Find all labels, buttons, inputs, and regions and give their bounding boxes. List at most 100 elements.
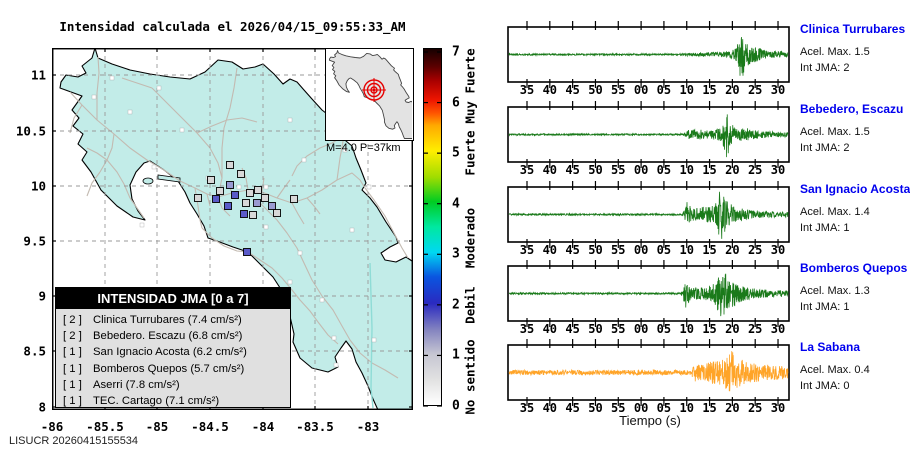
page-title: Intensidad calculada el 2026/04/15_09:55… bbox=[59, 19, 406, 34]
colorbar-category-label: Debil bbox=[462, 286, 478, 324]
intensity-map-plot bbox=[52, 48, 413, 410]
waveform-tick-label: 25 bbox=[747, 83, 763, 97]
road-line bbox=[201, 227, 339, 345]
colorbar-number: 6 bbox=[452, 95, 460, 111]
colorbar-category-label: Fuerte bbox=[462, 130, 478, 176]
station-name-label: La Sabana bbox=[800, 340, 861, 354]
x-axis-label: -84 bbox=[251, 419, 275, 434]
waveform-tick-label: 50 bbox=[588, 163, 603, 177]
int-jma-label: Int JMA: 2 bbox=[800, 142, 850, 154]
station-marker-none bbox=[236, 184, 242, 190]
waveform-tick-label: 15 bbox=[702, 83, 717, 97]
legend-station-label: Clinica Turrubares (7.4 cm/s²) bbox=[93, 314, 242, 326]
legend-intensity: [ 2 ] bbox=[63, 330, 82, 343]
waveform-tick-label: 20 bbox=[725, 401, 740, 415]
road-line bbox=[96, 56, 100, 120]
station-marker-low bbox=[237, 170, 245, 178]
legend-row: [ 1 ] San Ignacio Acosta (6.2 cm/s²) bbox=[63, 344, 290, 360]
int-jma-label: Int JMA: 2 bbox=[800, 62, 850, 74]
station-marker-mid bbox=[226, 181, 234, 189]
intensity-colorbar bbox=[423, 48, 442, 406]
waveform-tick-label: 05 bbox=[656, 163, 672, 177]
road-line bbox=[151, 87, 223, 198]
waveform-tick-label: 30 bbox=[770, 163, 786, 177]
waveform-tick-label: 20 bbox=[725, 83, 740, 97]
waveform-tick-label: 35 bbox=[519, 83, 535, 97]
station-marker-none bbox=[297, 250, 303, 256]
legend-station-label: San Ignacio Acosta (6.2 cm/s²) bbox=[93, 346, 247, 359]
waveform-tick-label: 00 bbox=[633, 83, 649, 97]
waveform-tick-label: 30 bbox=[770, 83, 786, 97]
waveform-tick-label: 10 bbox=[679, 163, 694, 177]
waveform-tick-label: 05 bbox=[656, 401, 672, 415]
waveform-tick-label: 35 bbox=[519, 163, 535, 177]
waveform-tick-label: 50 bbox=[588, 401, 603, 415]
waveform-panel: 35 40 45 50 55 00 05 10 15 20 25 30 Clinica Turrubar… bbox=[507, 20, 907, 102]
station-marker-none bbox=[91, 94, 97, 100]
station-marker-high bbox=[231, 191, 239, 199]
road-line bbox=[364, 187, 409, 259]
legend-station-label: TEC. Cartago (7.1 cm/s²) bbox=[93, 395, 220, 408]
inset-map-plot bbox=[328, 50, 412, 139]
waveform-trace bbox=[508, 273, 789, 317]
station-marker-none bbox=[109, 75, 115, 81]
waveform-tick-label: 50 bbox=[588, 322, 603, 336]
waveform-tick-label: 55 bbox=[611, 243, 626, 257]
y-axis-label: 8.5 bbox=[23, 343, 46, 359]
y-axis-label: 8 bbox=[38, 399, 46, 415]
river-line bbox=[369, 262, 374, 409]
waveform-tick-label: 45 bbox=[565, 163, 580, 177]
colorbar-number: 4 bbox=[452, 196, 460, 212]
road-line bbox=[69, 91, 219, 198]
waveform-plot bbox=[507, 101, 790, 168]
waveform-tick-label: 35 bbox=[519, 243, 535, 257]
road-line bbox=[86, 147, 108, 161]
road-line bbox=[306, 197, 321, 215]
waveform-tick-label: 00 bbox=[633, 401, 649, 415]
road-line bbox=[86, 171, 101, 197]
station-marker-none bbox=[179, 127, 185, 133]
waveform-tick-label: 30 bbox=[770, 401, 786, 415]
y-axis-label: 11 bbox=[30, 67, 46, 83]
waveform-tick-label: 10 bbox=[679, 83, 694, 97]
waveform-tick-label: 30 bbox=[770, 322, 786, 336]
waveform-tick-label: 45 bbox=[565, 401, 580, 415]
x-axis-label: -86 bbox=[40, 419, 64, 434]
legend-row: [ 2 ] Bebedero. Escazu (6.8 cm/s²) bbox=[63, 328, 290, 344]
station-marker-low bbox=[194, 194, 202, 202]
colorbar-number: 0 bbox=[452, 398, 460, 414]
costa-rica-outline-mini bbox=[328, 50, 412, 139]
station-marker-low bbox=[273, 209, 281, 217]
legend-row: [ 2 ] Clinica Turrubares (7.4 cm/s²) bbox=[63, 312, 290, 328]
waveform-plot bbox=[507, 21, 790, 88]
station-marker-none bbox=[127, 109, 133, 115]
legend-intensity: [ 1 ] bbox=[63, 378, 82, 391]
waveform-plot bbox=[507, 339, 790, 406]
colorbar-number: 2 bbox=[452, 297, 460, 313]
waveform-tick-label: 40 bbox=[542, 401, 558, 415]
waveform-panel: 35 40 45 50 55 00 05 10 15 20 25 30 San Ignacio Acos… bbox=[507, 180, 910, 262]
waveform-panel: 35 40 45 50 55 00 05 10 15 20 25 30 Bebedero, Escazu… bbox=[507, 100, 907, 182]
waveform-tick-label: 20 bbox=[725, 163, 740, 177]
int-jma-label: Int JMA: 0 bbox=[800, 380, 850, 392]
waveform-trace bbox=[508, 37, 789, 76]
road-line bbox=[256, 199, 399, 379]
waveform-tick-label: 20 bbox=[725, 243, 740, 257]
waveform-tick-label: 10 bbox=[679, 401, 694, 415]
costa-rica-landmass bbox=[59, 48, 413, 410]
waveform-tick-label: 15 bbox=[702, 322, 717, 336]
waveform-tick-label: 05 bbox=[656, 83, 672, 97]
waveform-tick-label: 35 bbox=[519, 401, 535, 415]
map-frame bbox=[52, 48, 413, 410]
station-marker-high bbox=[240, 210, 248, 218]
colorbar-number: 3 bbox=[452, 246, 460, 262]
waveform-trace bbox=[508, 351, 789, 392]
waveform-tick-label: 00 bbox=[633, 163, 649, 177]
epicenter-icon bbox=[362, 78, 386, 102]
colorbar-number: 7 bbox=[452, 44, 460, 60]
time-axis-label: Tiempo (s) bbox=[619, 413, 681, 428]
accel-max-label: Acel. Max. 0.4 bbox=[800, 364, 870, 376]
road-line bbox=[69, 104, 83, 134]
accel-max-label: Acel. Max. 1.5 bbox=[800, 46, 870, 58]
accel-max-label: Acel. Max. 1.3 bbox=[800, 285, 870, 297]
